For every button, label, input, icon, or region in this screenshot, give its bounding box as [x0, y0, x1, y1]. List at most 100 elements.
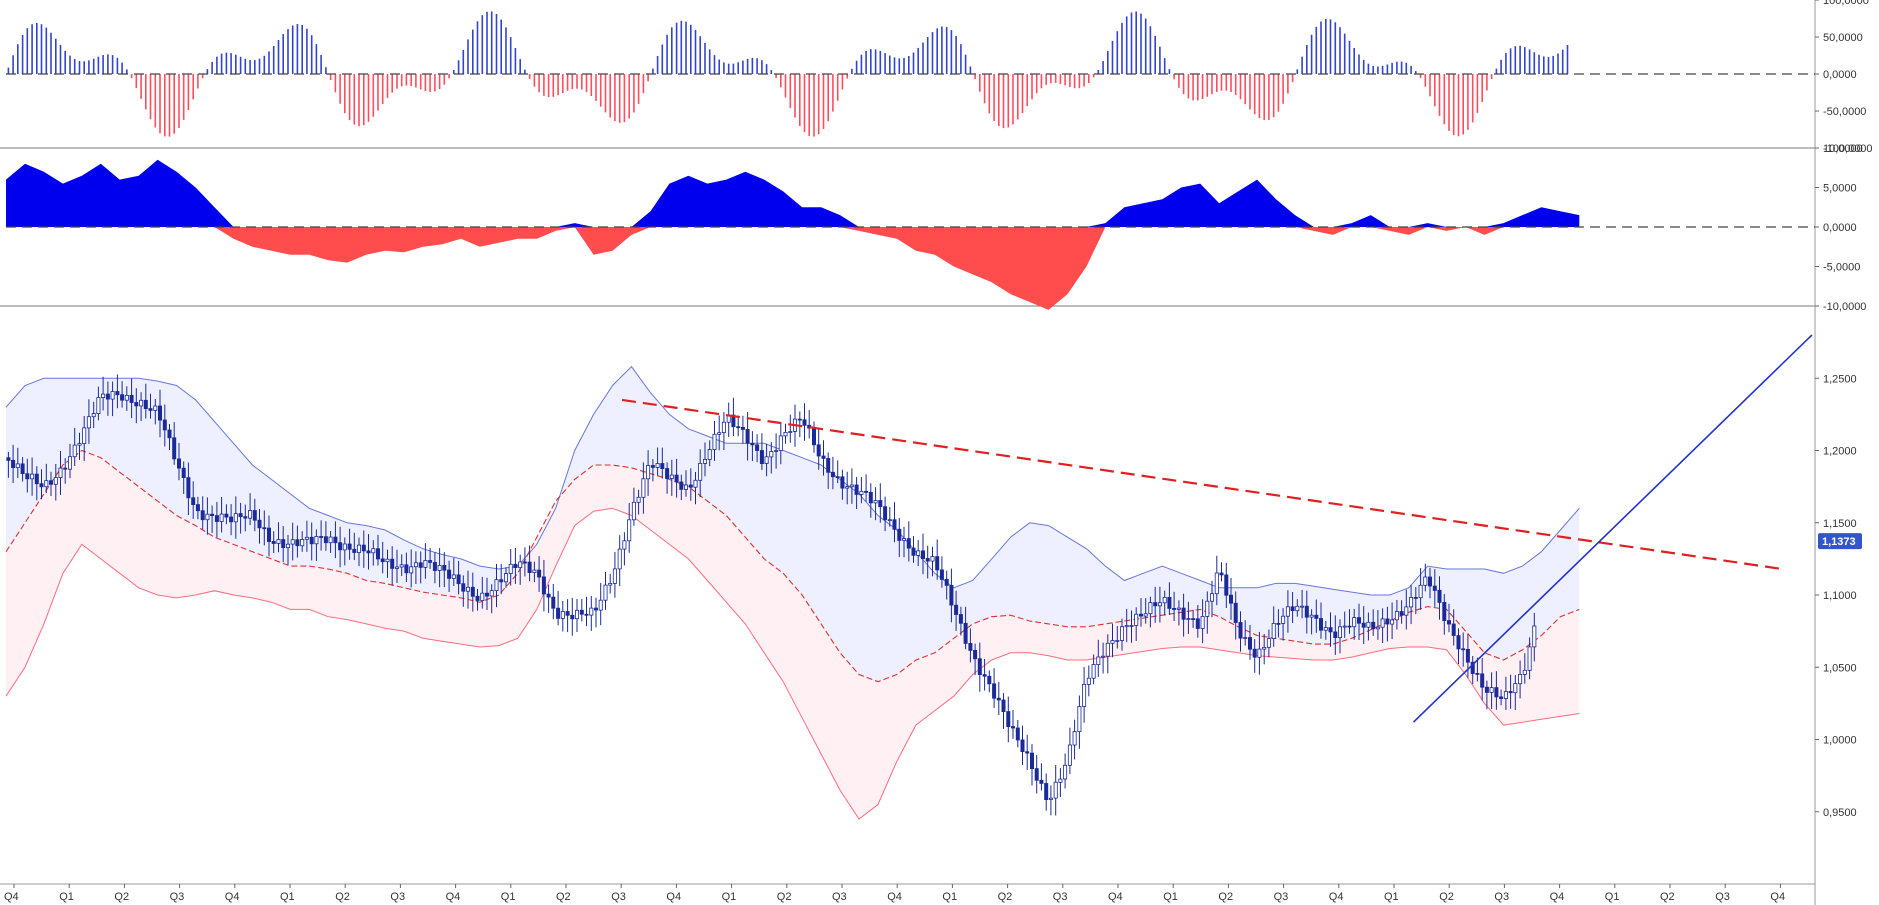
- candle-body: [1328, 627, 1333, 633]
- xtick-label: Q4: [1329, 891, 1344, 903]
- candle-body: [1461, 648, 1466, 651]
- candle-body: [750, 442, 755, 446]
- candle-body: [1186, 618, 1191, 620]
- candle-body: [475, 595, 480, 601]
- candle-body: [1347, 625, 1352, 628]
- candle-body: [783, 431, 788, 437]
- candle-body: [944, 579, 949, 586]
- candle-body: [6, 457, 11, 461]
- candle-body: [1404, 606, 1409, 616]
- area-ytick-label: 0,0000: [1823, 222, 1857, 234]
- candle-body: [153, 405, 158, 411]
- candle-body: [176, 458, 181, 469]
- candle-body: [612, 568, 617, 584]
- candle-body: [1205, 600, 1210, 617]
- candle-body: [1139, 613, 1144, 617]
- candle-body: [1200, 616, 1205, 629]
- candle-body: [939, 569, 944, 580]
- candle-body: [1300, 605, 1305, 608]
- area-ytick-label: 10,0000: [1823, 143, 1863, 155]
- candle-body: [560, 611, 565, 619]
- candle-body: [996, 697, 1001, 701]
- candle-body: [120, 394, 125, 401]
- candle-body: [328, 536, 333, 544]
- xtick-label: Q2: [1439, 891, 1454, 903]
- candle-body: [1451, 623, 1456, 636]
- candle-body: [143, 399, 148, 409]
- xtick-label: Q2: [114, 891, 129, 903]
- candle-body: [139, 399, 144, 407]
- candle-body: [968, 643, 973, 651]
- candle-body: [115, 391, 120, 396]
- candle-body: [532, 569, 537, 573]
- candle-body: [954, 604, 959, 615]
- candle-body: [513, 563, 518, 568]
- candle-body: [1086, 677, 1091, 685]
- candle-body: [1172, 608, 1177, 610]
- histogram-ytick-label: 50,0000: [1823, 32, 1863, 44]
- candle-body: [494, 579, 499, 592]
- candle-body: [1091, 664, 1096, 679]
- candle-body: [134, 402, 139, 407]
- candle-body: [91, 413, 96, 418]
- candle-body: [1508, 691, 1513, 694]
- candle-body: [1371, 621, 1376, 630]
- candle-body: [1338, 626, 1343, 638]
- candle-body: [1110, 640, 1115, 644]
- candle-body: [1153, 602, 1158, 607]
- candle-body: [371, 548, 376, 554]
- candle-body: [1385, 618, 1390, 625]
- candle-body: [39, 483, 44, 488]
- candle-body: [835, 476, 840, 479]
- candle-body: [603, 584, 608, 601]
- candle-body: [1304, 605, 1309, 618]
- candle-body: [906, 538, 911, 549]
- candle-body: [992, 683, 997, 699]
- candle-body: [1181, 607, 1186, 620]
- candle-body: [484, 592, 489, 597]
- candle-body: [655, 463, 660, 468]
- candle-body: [1357, 617, 1362, 624]
- axes: 100,0000 50,0000 0,0000 -50,0000 -100,000010…: [4, 0, 1873, 903]
- candle-body: [1513, 683, 1518, 694]
- candle-body: [778, 435, 783, 451]
- candle-body: [1281, 615, 1286, 624]
- candle-body: [949, 585, 954, 606]
- candle-body: [1323, 627, 1328, 631]
- candle-body: [1527, 646, 1532, 671]
- candle-body: [973, 650, 978, 660]
- candle-body: [68, 456, 73, 470]
- candle-body: [537, 569, 542, 578]
- candle-body: [859, 490, 864, 495]
- resistance-trendline: [621, 398, 1783, 571]
- xtick-label: Q1: [59, 891, 74, 903]
- candle-body: [409, 566, 414, 574]
- candle-body: [1082, 684, 1087, 707]
- price-ytick-label: 1,1000: [1823, 590, 1857, 602]
- candle-body: [72, 444, 77, 458]
- candle-body: [650, 465, 655, 468]
- xtick-label: Q2: [1218, 891, 1233, 903]
- candle-body: [1319, 618, 1324, 631]
- xtick-label: Q1: [1605, 891, 1620, 903]
- candle-body: [1248, 637, 1253, 650]
- candle-body: [1115, 640, 1120, 642]
- candle-body: [1456, 635, 1461, 650]
- candle-body: [518, 561, 523, 568]
- candle-body: [556, 607, 561, 619]
- candle-body: [541, 576, 546, 595]
- candle-body: [1314, 614, 1319, 619]
- band-fill-lower: [6, 450, 1580, 819]
- candle-body: [1072, 731, 1077, 746]
- candle-body: [470, 586, 475, 597]
- candle-body: [608, 583, 613, 586]
- candle-body: [641, 478, 646, 498]
- candle-body: [200, 510, 205, 521]
- candle-body: [1309, 614, 1314, 618]
- xtick-label: Q1: [722, 891, 737, 903]
- candle-body: [1290, 606, 1295, 611]
- candle-body: [465, 586, 470, 592]
- upper-band-line: [5, 365, 1580, 596]
- candle-body: [20, 463, 25, 474]
- candle-body: [11, 459, 16, 468]
